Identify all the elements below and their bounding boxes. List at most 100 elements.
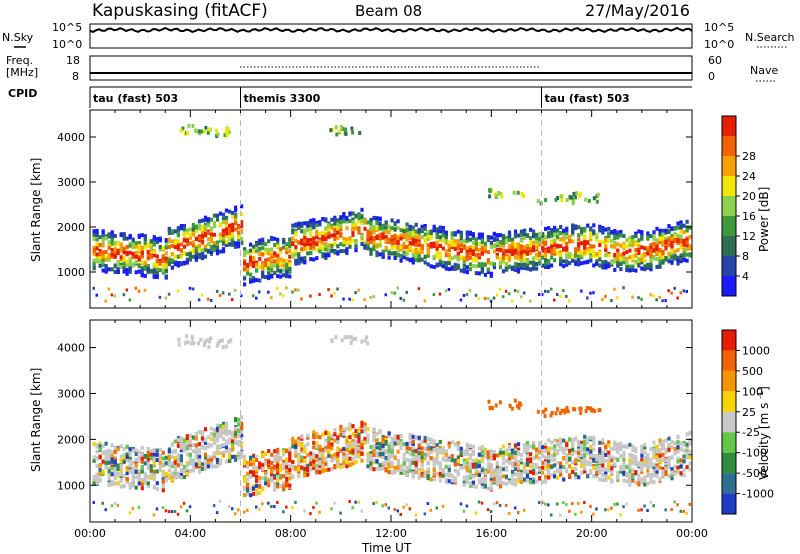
scatter-cell: [288, 483, 292, 488]
scatter-cell: [161, 264, 165, 269]
scatter-cell: [309, 223, 313, 228]
scatter-cell: [649, 234, 653, 239]
scatter-cell: [649, 243, 653, 248]
scatter-cell: [267, 247, 271, 252]
scatter-cell: [492, 262, 496, 267]
scatter-cell: [101, 258, 105, 263]
scatter-cell: [276, 447, 280, 452]
scatter-cell: [167, 473, 171, 478]
scatter-cell: [366, 243, 370, 248]
scatter-cell: [339, 424, 343, 429]
scatter-cell: [240, 448, 244, 453]
scatter-cell: [285, 258, 289, 263]
scatter-cell: [282, 486, 286, 491]
scatter-cell: [187, 123, 191, 128]
scatter-cell: [179, 261, 183, 266]
scatter-cell: [532, 465, 536, 469]
scatter-cell: [182, 438, 186, 443]
scatter-cell: [327, 453, 331, 458]
scatter-cell: [393, 221, 397, 226]
scatter-cell: [580, 464, 584, 469]
scatter-cell: [131, 448, 135, 453]
scatter-cell: [640, 233, 644, 238]
scatter-cell: [619, 256, 623, 261]
scatter-cell: [646, 246, 650, 251]
scatter-cell: [104, 508, 107, 512]
scatter-cell: [670, 252, 674, 257]
scatter-cell: [369, 456, 373, 461]
scatter-cell: [369, 232, 373, 237]
scatter-cell: [441, 504, 445, 508]
scatter-cell: [309, 451, 313, 456]
scatter-cell: [595, 466, 599, 471]
scatter-cell: [261, 463, 265, 468]
scatter-cell: [158, 261, 162, 266]
scatter-cell: [480, 262, 484, 267]
scatter-cell: [194, 246, 198, 251]
scatter-cell: [420, 440, 424, 445]
scatter-cell: [510, 455, 515, 460]
scatter-cell: [468, 262, 472, 267]
scatter-cell: [619, 243, 623, 248]
scatter-cell: [107, 253, 111, 257]
scatter-cell: [125, 236, 129, 241]
scatter-cell: [98, 259, 102, 264]
scatter-cell: [544, 262, 548, 267]
scatter-cell: [538, 233, 542, 237]
scatter-cell: [209, 232, 214, 237]
scatter-cell: [288, 470, 292, 475]
scatter-cell: [598, 458, 602, 463]
scatter-cell: [303, 449, 307, 454]
scatter-cell: [598, 228, 602, 233]
scatter-cell: [553, 251, 557, 256]
scatter-cell: [104, 255, 108, 260]
scatter-cell: [143, 234, 147, 239]
scatter-cell: [525, 247, 530, 251]
scatter-cell: [119, 454, 123, 459]
scatter-cell: [544, 289, 547, 293]
scatter-cell: [176, 243, 180, 248]
scatter-cell: [185, 442, 189, 446]
scatter-cell: [240, 426, 244, 431]
scatter-cell: [525, 461, 530, 466]
scatter-cell: [179, 472, 183, 477]
scatter-cell: [513, 289, 517, 293]
scatter-cell: [231, 507, 234, 511]
scatter-cell: [312, 432, 316, 437]
scatter-cell: [432, 293, 436, 297]
scatter-cell: [553, 463, 557, 468]
scatter-cell: [327, 288, 330, 292]
scatter-cell: [170, 477, 174, 482]
scatter-cell: [513, 455, 518, 460]
scatter-cell: [417, 235, 421, 240]
scatter-cell: [553, 240, 557, 245]
scatter-cell: [544, 235, 548, 240]
scatter-cell: [194, 227, 198, 232]
noise-right-tick-high: 10^5: [704, 21, 734, 34]
scatter-cell: [565, 447, 569, 452]
scatter-cell: [137, 505, 141, 509]
scatter-cell: [288, 453, 292, 458]
scatter-cell: [179, 505, 183, 509]
scatter-cell: [158, 295, 162, 299]
scatter-cell: [559, 472, 563, 477]
scatter-cell: [209, 455, 214, 460]
scatter-cell: [565, 227, 569, 232]
scatter-cell: [525, 266, 530, 271]
scatter-cell: [197, 298, 201, 302]
scatter-cell: [357, 432, 361, 437]
scatter-cell: [200, 255, 205, 260]
scatter-cell: [372, 215, 376, 220]
scatter-cell: [587, 198, 591, 203]
scatter-cell: [532, 256, 536, 261]
scatter-cell: [577, 233, 581, 238]
scatter-cell: [276, 482, 280, 487]
scatter-cell: [619, 233, 623, 238]
scatter-cell: [234, 241, 238, 246]
scatter-cell: [574, 250, 578, 254]
scatter-cell: [276, 463, 280, 468]
scatter-cell: [610, 260, 614, 265]
scatter-cell: [255, 478, 259, 483]
scatter-cell: [637, 248, 641, 253]
scatter-cell: [224, 234, 229, 239]
